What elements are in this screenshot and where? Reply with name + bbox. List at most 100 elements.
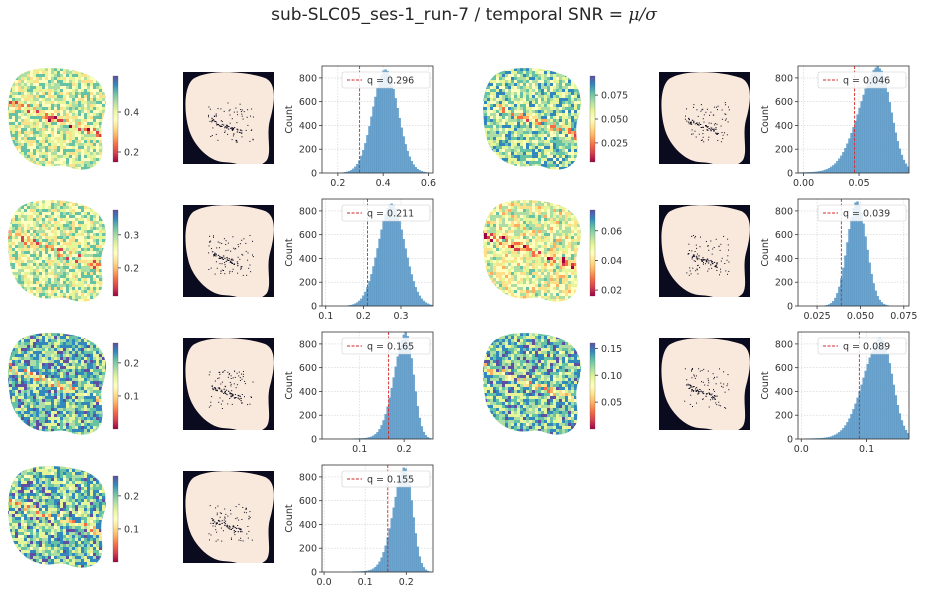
brain-pixel <box>75 227 78 230</box>
brain-pixel <box>532 158 535 161</box>
mask-streak <box>232 259 234 261</box>
brain-pixel <box>102 203 105 206</box>
brain-pixel <box>568 239 571 242</box>
brain-pixel <box>514 254 517 257</box>
brain-pixel <box>33 80 36 83</box>
histogram-bar <box>374 96 377 174</box>
brain-pixel <box>12 89 15 92</box>
brain-pixel <box>571 158 574 161</box>
brain-pixel <box>529 257 532 260</box>
brain-pixel <box>562 260 565 263</box>
brain-pixel <box>75 101 78 104</box>
brain-pixel <box>538 242 541 245</box>
brain-pixel <box>505 257 508 260</box>
brain-pixel <box>8 125 9 128</box>
brain-pixel <box>36 134 39 137</box>
brain-pixel <box>60 95 63 98</box>
brain-pixel <box>18 140 21 143</box>
brain-pixel <box>72 266 75 269</box>
brain-pixel <box>12 164 15 167</box>
brain-pixel <box>484 161 487 164</box>
brain-pixel <box>66 233 69 236</box>
brain-pixel <box>544 122 547 125</box>
brain-pixel <box>562 137 565 140</box>
brain-pixel <box>30 215 33 218</box>
brain-pixel <box>15 206 18 209</box>
brain-pixel <box>499 266 502 269</box>
brain-pixel <box>505 83 508 86</box>
brain-pixel <box>483 71 484 74</box>
brain-pixel <box>87 113 90 116</box>
brain-pixel <box>81 284 84 287</box>
mask-foreground <box>185 72 274 164</box>
mask-hole <box>221 243 223 244</box>
brain-pixel <box>514 266 517 269</box>
brain-pixel <box>66 221 69 224</box>
brain-pixel <box>577 161 580 164</box>
brain-pixel <box>559 164 562 167</box>
brain-pixel <box>535 221 538 224</box>
brain-pixel <box>33 95 36 98</box>
brain-pixel <box>483 131 484 134</box>
brain-pixel <box>514 122 517 125</box>
brain-pixel <box>84 254 87 257</box>
brain-pixel <box>51 227 54 230</box>
brain-pixel <box>565 128 568 131</box>
brain-pixel <box>514 71 517 74</box>
brain-pixel <box>538 251 541 254</box>
brain-pixel <box>529 263 532 266</box>
brain-pixel <box>39 212 42 215</box>
brain-pixel <box>63 77 66 80</box>
brain-pixel <box>60 110 63 113</box>
brain-pixel <box>580 116 581 119</box>
brain-pixel <box>556 215 559 218</box>
brain-pixel <box>78 131 81 134</box>
brain-pixel <box>93 95 96 98</box>
brain-pixel <box>27 134 30 137</box>
brain-pixel <box>568 257 571 260</box>
brain-pixel <box>487 224 490 227</box>
brain-pixel <box>69 215 72 218</box>
brain-pixel <box>544 161 547 164</box>
brain-pixel <box>535 116 538 119</box>
brain-pixel <box>483 203 484 206</box>
brain-pixel <box>60 245 63 248</box>
brain-pixel <box>577 116 580 119</box>
brain-pixel <box>39 218 42 221</box>
brain-pixel <box>520 110 523 113</box>
brain-pixel <box>565 98 568 101</box>
brain-pixel <box>505 143 508 146</box>
brain-pixel <box>538 200 541 203</box>
brain-pixel <box>75 128 78 131</box>
brain-pixel <box>27 146 30 149</box>
histogram-bar <box>398 221 401 307</box>
brain-pixel <box>484 104 487 107</box>
brain-pixel <box>523 119 526 122</box>
brain-pixel <box>51 122 54 125</box>
brain-pixel <box>96 83 99 86</box>
brain-pixel <box>87 137 90 140</box>
brain-pixel <box>487 251 490 254</box>
brain-pixel <box>490 161 493 164</box>
brain-pixel <box>532 137 535 140</box>
brain-pixel <box>81 170 84 173</box>
brain-pixel <box>48 239 51 242</box>
brain-pixel <box>57 80 60 83</box>
brain-pixel <box>508 95 511 98</box>
brain-pixel <box>508 263 511 266</box>
brain-pixel <box>42 290 45 293</box>
brain-pixel <box>550 227 553 230</box>
brain-pixel <box>81 224 84 227</box>
brain-pixel <box>48 287 51 290</box>
brain-pixel <box>565 263 568 266</box>
brain-pixel <box>51 245 54 248</box>
brain-pixel <box>541 140 544 143</box>
brain-pixel <box>75 104 78 107</box>
mask-hole <box>213 236 214 238</box>
brain-pixel <box>60 203 63 206</box>
brain-pixel <box>508 122 511 125</box>
brain-pixel <box>27 221 30 224</box>
brain-pixel <box>78 140 81 143</box>
brain-pixel <box>496 152 499 155</box>
brain-pixel <box>556 248 559 251</box>
